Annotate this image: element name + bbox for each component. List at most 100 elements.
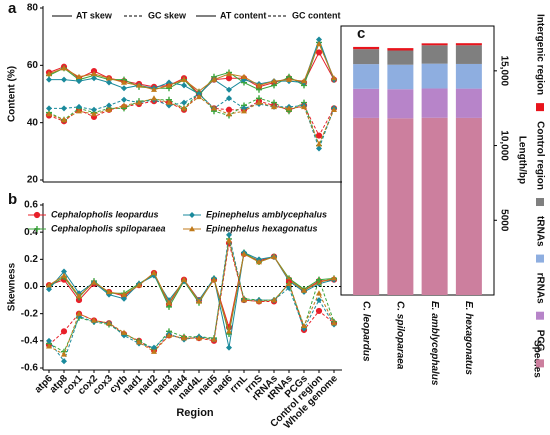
bar-segment — [353, 49, 380, 65]
point — [46, 111, 52, 117]
legend-label: AT content — [220, 10, 266, 20]
line-series — [48, 240, 335, 356]
point — [166, 299, 172, 305]
plot-frame — [340, 25, 495, 296]
point — [46, 343, 52, 349]
bar-segment — [387, 64, 414, 90]
point — [241, 73, 247, 79]
point — [331, 75, 337, 81]
x-axis-title: Species — [531, 340, 542, 378]
legend-marker — [34, 226, 40, 232]
point — [121, 102, 127, 108]
point — [301, 322, 307, 329]
point — [151, 269, 157, 276]
y-tick-label: -0.6 — [21, 363, 39, 374]
point — [226, 237, 232, 243]
point — [136, 339, 142, 345]
legend-marker — [33, 211, 41, 219]
point — [46, 105, 52, 112]
panel-label: c — [357, 25, 365, 42]
bar-segment — [353, 117, 380, 296]
point — [61, 268, 67, 275]
point — [60, 328, 68, 335]
point — [46, 70, 52, 77]
point — [91, 317, 97, 323]
point — [76, 103, 82, 110]
bar-segment — [353, 88, 380, 118]
point — [46, 286, 52, 293]
point — [151, 348, 157, 354]
legend-label: Cephalopholis leopardus — [51, 209, 159, 219]
point — [316, 141, 322, 147]
point — [286, 105, 292, 111]
point — [181, 76, 187, 82]
line-series — [48, 251, 335, 335]
legend-swatch — [536, 311, 544, 320]
point — [106, 288, 112, 295]
x-tick-label: C. leopardus — [360, 301, 371, 362]
point — [286, 76, 292, 82]
y-tick-label: 5000 — [498, 209, 509, 232]
legend-label: Cephalopholis spiloparaea — [51, 223, 166, 233]
point — [316, 40, 322, 47]
point — [91, 279, 97, 285]
point — [151, 86, 157, 92]
point — [76, 78, 82, 85]
x-tick-label: E. hexagonatus — [463, 301, 474, 375]
bar-segment — [421, 45, 448, 64]
x-tick-label: E. amblycephalus — [429, 301, 440, 386]
legend-label: tRNAs — [534, 216, 545, 247]
bar-segment — [387, 48, 414, 51]
point — [256, 298, 262, 304]
point — [241, 108, 247, 114]
point — [226, 70, 232, 77]
point — [241, 297, 247, 303]
point — [76, 108, 82, 114]
y-axis-title: Length/bp — [516, 136, 527, 184]
point — [61, 272, 67, 278]
line-series — [48, 91, 335, 148]
y-tick-label: 0.4 — [24, 227, 38, 238]
point — [106, 75, 112, 81]
point — [286, 280, 292, 286]
point — [151, 95, 157, 101]
legend-marker — [189, 212, 195, 218]
point — [271, 103, 277, 110]
point — [76, 293, 82, 299]
line-series — [48, 96, 335, 146]
bar-segment — [387, 118, 414, 296]
bar-segment — [455, 88, 482, 118]
point — [196, 335, 202, 341]
legend-label: Epinephelus hexagonatus — [206, 223, 318, 233]
point — [316, 276, 322, 283]
bar-segment — [353, 64, 380, 89]
point — [331, 106, 337, 112]
point — [166, 82, 172, 88]
point — [61, 65, 67, 71]
point — [136, 82, 142, 88]
point — [316, 145, 322, 152]
bar-segment — [455, 117, 482, 296]
bar-segment — [421, 88, 448, 118]
point — [196, 298, 202, 304]
legend-label: rRNAs — [534, 273, 545, 305]
y-tick-label: 0.0 — [24, 281, 38, 292]
point — [76, 73, 82, 79]
point — [151, 344, 157, 351]
point — [91, 70, 97, 77]
point — [61, 351, 67, 357]
line-series — [48, 93, 335, 137]
point — [315, 132, 323, 139]
point — [256, 259, 262, 265]
bar-segment — [387, 50, 414, 65]
point — [106, 320, 112, 326]
bar-segment — [455, 63, 482, 89]
point — [315, 307, 323, 315]
bar-segment — [387, 89, 414, 119]
point — [271, 78, 277, 84]
point — [136, 282, 142, 288]
point — [76, 310, 82, 316]
bar-segment — [455, 43, 482, 46]
legend-marker — [189, 226, 195, 232]
